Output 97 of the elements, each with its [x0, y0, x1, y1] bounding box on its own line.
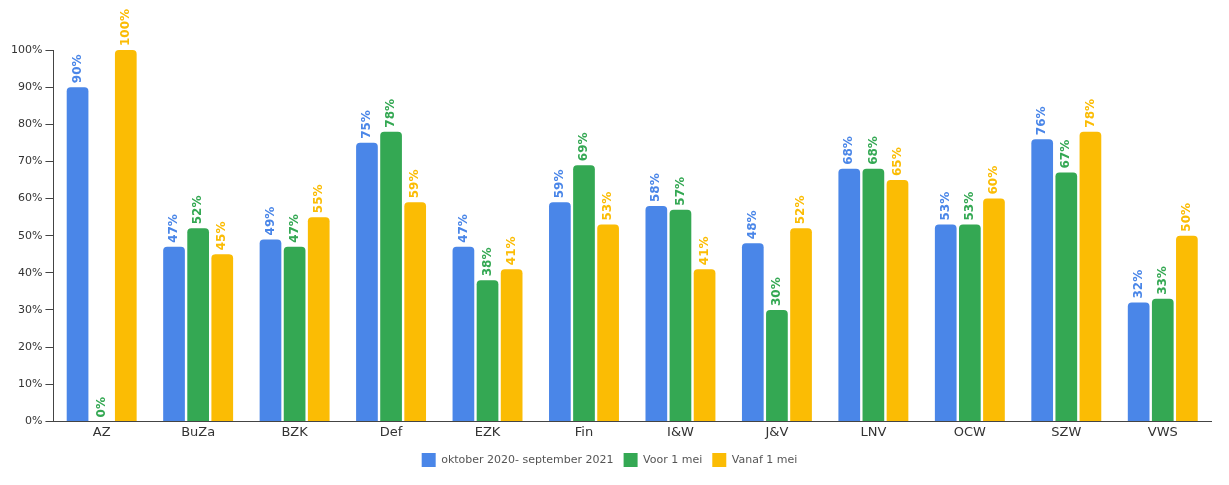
y-tick-label: 10%: [17, 377, 43, 391]
bar: [645, 205, 668, 421]
data-label: 59%: [552, 169, 566, 199]
data-label: 100%: [117, 8, 132, 46]
bar: [356, 142, 378, 421]
bar: [766, 309, 788, 421]
bar: [114, 50, 137, 421]
bar: [983, 198, 1005, 421]
bar: [573, 165, 595, 421]
y-tick-label: 70%: [17, 154, 43, 168]
bar: [693, 269, 716, 421]
y-tick-label: 80%: [17, 117, 43, 131]
data-label: 41%: [503, 236, 518, 266]
x-tick-label: OCW: [953, 423, 987, 439]
y-tick-label: 100%: [10, 42, 43, 56]
data-label: 33%: [1154, 266, 1169, 295]
bar: [452, 246, 475, 421]
y-tick-label: 60%: [17, 191, 43, 205]
data-label: 60%: [986, 165, 1001, 195]
y-tick-label: 20%: [17, 339, 43, 353]
bar: [669, 209, 692, 421]
bar: [958, 224, 981, 421]
bar: [476, 280, 499, 421]
data-label: 53%: [937, 191, 952, 221]
x-tick-label: J&V: [764, 423, 789, 439]
data-label: 78%: [1082, 98, 1097, 128]
data-label: 48%: [744, 210, 759, 240]
data-label: 59%: [407, 169, 422, 199]
bar: [187, 228, 209, 421]
bar: [163, 246, 185, 421]
data-label: 58%: [648, 173, 663, 202]
bar: [790, 228, 812, 421]
data-label: 45%: [214, 221, 229, 251]
y-tick-label: 30%: [17, 302, 43, 316]
x-tick-label: SZW: [1051, 423, 1082, 439]
x-tick-label: Def: [379, 423, 403, 439]
y-tick-label: 0%: [24, 414, 43, 428]
data-label: 67%: [1058, 139, 1073, 169]
data-label: 78%: [383, 98, 398, 128]
x-tick-label: VWS: [1147, 423, 1178, 439]
x-tick-label: BZK: [281, 423, 309, 439]
data-label: 30%: [769, 277, 784, 306]
data-label: 52%: [793, 195, 808, 225]
x-tick-label: I&W: [667, 423, 695, 439]
data-label: 53%: [961, 191, 976, 221]
data-label: 69%: [576, 132, 591, 162]
data-label: 65%: [889, 147, 904, 176]
bar: [1055, 172, 1078, 421]
data-label: 38%: [479, 247, 494, 277]
bar: [1031, 139, 1054, 421]
data-label: 32%: [1130, 269, 1145, 299]
bar: [1176, 235, 1198, 421]
data-label: 76%: [1034, 106, 1049, 136]
bar: [307, 217, 330, 421]
data-label: 41%: [696, 236, 711, 266]
bar: [211, 254, 234, 421]
bar: [1079, 131, 1102, 421]
data-label: 52%: [190, 195, 205, 225]
legend-label: Voor 1 mei: [643, 452, 703, 466]
bar: [549, 202, 571, 421]
data-label: 90%: [69, 54, 84, 84]
bar: [1127, 302, 1150, 421]
y-tick-label: 90%: [17, 80, 43, 93]
x-tick-label: BuZa: [181, 423, 216, 439]
data-label: 55%: [310, 184, 325, 214]
y-tick-label: 40%: [17, 265, 43, 279]
data-label: 49%: [262, 206, 277, 236]
data-label: 57%: [672, 176, 687, 206]
data-label: 50%: [1179, 202, 1194, 232]
data-label: 47%: [455, 214, 470, 243]
bar: [597, 224, 619, 421]
bar: [404, 202, 427, 421]
bar: [380, 131, 402, 421]
bar: [500, 269, 523, 421]
x-tick-label: LNV: [860, 423, 887, 439]
bar: [741, 243, 764, 421]
bar: [934, 224, 957, 421]
bar: [66, 87, 89, 421]
x-tick-label: EZK: [474, 423, 501, 439]
x-tick-label: AZ: [92, 423, 111, 439]
data-label: 47%: [166, 214, 181, 243]
bar: [283, 246, 306, 421]
y-tick-label: 50%: [17, 228, 43, 242]
data-label: 47%: [286, 214, 301, 243]
legend-label: oktober 2020- september 2021: [441, 452, 614, 466]
bar: [1151, 298, 1174, 421]
bar: [862, 168, 885, 421]
bar: [838, 168, 861, 421]
data-label: 75%: [359, 110, 374, 139]
bar: [259, 239, 282, 421]
legend-label: Vanaf 1 mei: [731, 452, 798, 466]
data-label: 68%: [865, 136, 880, 165]
data-label: 68%: [841, 136, 856, 165]
data-label: 53%: [600, 191, 615, 221]
data-label: 0%: [93, 397, 108, 418]
bar: [886, 179, 909, 421]
x-tick-label: Fin: [574, 423, 594, 439]
